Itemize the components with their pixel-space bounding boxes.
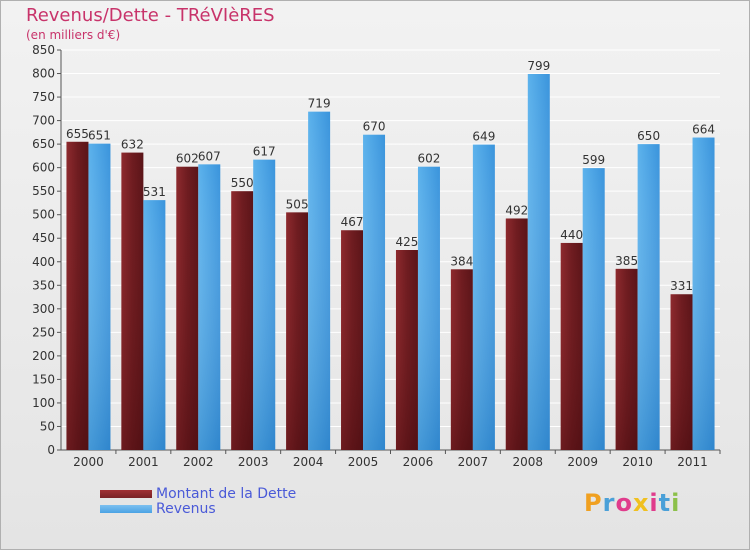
bar-revenus-shade [692,137,715,450]
data-label: 440 [560,228,583,242]
bar-revenus-shade [527,74,550,450]
bar-revenus-shade [198,164,221,450]
bar-dette-shade [231,191,254,451]
data-label: 331 [670,279,693,293]
bar-revenus-shade [417,166,440,451]
y-tick-label: 700 [32,114,55,128]
x-tick-label: 2009 [567,455,598,469]
logo-letter: x [632,489,650,517]
bar-revenus-shade [472,144,495,450]
y-tick-label: 600 [32,161,55,175]
x-tick-label: 2007 [458,455,489,469]
data-label: 607 [198,149,221,163]
y-tick-label: 750 [32,90,55,104]
y-tick-label: 150 [32,372,55,386]
data-label: 385 [615,254,638,268]
x-tick-label: 2005 [348,455,379,469]
data-label: 505 [286,197,309,211]
x-tick-label: 2011 [677,455,708,469]
legend-swatch-dette [100,489,152,498]
logo-letter: P [584,489,603,517]
x-tick-label: 2003 [238,455,269,469]
bar-dette-shade [176,166,199,451]
proxiti-logo: Proxiti [584,489,680,517]
bar-dette-shade [505,218,528,450]
y-tick-label: 300 [32,302,55,316]
bar-dette-shade [670,294,693,450]
bar-revenus-shade [143,200,166,450]
logo-letter: t [658,489,672,517]
data-label: 384 [450,254,473,268]
legend-label-revenus: Revenus [156,500,216,517]
y-tick-label: 0 [47,443,55,457]
data-label: 425 [396,235,419,249]
y-tick-label: 500 [32,208,55,222]
data-label: 467 [341,215,364,229]
y-tick-label: 650 [32,137,55,151]
legend-swatch-revenus [100,504,152,513]
legend: Montant de la Dette Revenus [100,485,297,517]
data-label: 617 [253,145,276,159]
logo-letter: i [671,489,681,517]
data-label: 799 [527,59,550,73]
y-tick-label: 450 [32,231,55,245]
bar-revenus-shade [88,143,111,450]
x-tick-label: 2006 [403,455,434,469]
legend-item-revenus: Revenus [100,500,296,517]
y-tick-label: 400 [32,255,55,269]
logo-letter: o [615,489,633,517]
chart-subtitle: (en milliers d'€) [26,28,121,42]
data-label: 550 [231,176,254,190]
bar-revenus-shade [308,111,331,450]
data-label: 651 [88,129,111,143]
y-tick-label: 200 [32,349,55,363]
data-label: 655 [66,127,89,141]
bar-dette-shade [66,141,89,450]
bar-revenus-shade [253,159,276,450]
data-label: 650 [637,129,660,143]
data-label: 670 [363,120,386,134]
data-label: 664 [692,123,715,137]
y-tick-label: 550 [32,184,55,198]
x-tick-label: 2010 [622,455,653,469]
x-tick-label: 2001 [128,455,159,469]
bar-dette-shade [121,152,144,450]
x-tick-label: 2002 [183,455,214,469]
x-tick-label: 2000 [73,455,104,469]
bar-dette-shade [395,250,418,450]
y-tick-label: 100 [32,396,55,410]
data-label: 719 [308,97,331,111]
legend-label-dette: Montant de la Dette [156,485,297,502]
bar-dette-shade [450,269,473,450]
data-label: 531 [143,185,166,199]
bar-revenus-shade [363,134,386,451]
logo-letter: i [649,489,659,517]
data-label: 492 [505,203,528,217]
data-label: 649 [472,130,495,144]
bar-dette-shade [615,268,638,450]
y-tick-label: 850 [32,43,55,57]
data-label: 602 [418,152,441,166]
legend-item-dette: Montant de la Dette [100,485,297,502]
bar-dette-shade [560,242,583,450]
x-tick-label: 2004 [293,455,324,469]
data-label: 599 [582,153,605,167]
y-tick-label: 50 [40,419,55,433]
x-tick-label: 2008 [513,455,544,469]
data-label: 632 [121,138,144,152]
bar-revenus-shade [582,168,605,450]
data-label: 602 [176,152,199,166]
y-tick-label: 800 [32,67,55,81]
bar-dette-shade [286,212,309,450]
chart-title: Revenus/Dette - TRéVIèRES [26,5,275,26]
bar-revenus-shade [637,144,660,450]
y-tick-label: 250 [32,325,55,339]
bar-dette-shade [341,230,364,450]
y-tick-label: 350 [32,278,55,292]
logo-letter: r [602,489,616,517]
